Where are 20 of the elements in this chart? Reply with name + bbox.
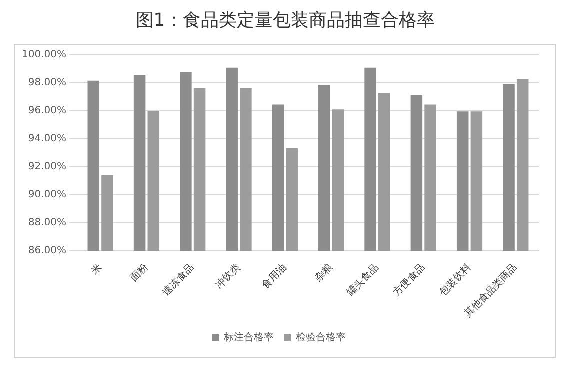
y-tick-label: 90.00% (28, 190, 66, 201)
y-tick-label: 96.00% (28, 106, 66, 117)
y-tick-label: 100.00% (22, 50, 66, 61)
y-tick-label: 88.00% (28, 218, 66, 229)
y-tick-label: 86.00% (28, 246, 66, 257)
y-tick-label: 92.00% (28, 162, 66, 173)
legend-label: 标注合格率 (223, 332, 274, 344)
x-tick-label: 米 (88, 262, 105, 278)
x-tick-label: 方便食品 (390, 262, 428, 298)
x-tick-label: 包装饮料 (436, 262, 474, 298)
x-tick-label: 速冻食品 (160, 262, 197, 298)
chart-title: 图1：食品类定量包装商品抽查合格率 (134, 9, 436, 32)
x-tick-label: 面粉 (128, 262, 151, 284)
y-tick-label: 98.00% (28, 78, 66, 89)
x-tick-label: 罐头食品 (344, 262, 382, 298)
x-tick-label: 冲饮类 (213, 262, 243, 292)
legend-label: 检验合格率 (296, 332, 346, 344)
y-tick-label: 94.00% (28, 134, 66, 145)
x-tick-label: 杂粮 (312, 262, 336, 284)
x-tick-label: 食用油 (259, 262, 290, 292)
